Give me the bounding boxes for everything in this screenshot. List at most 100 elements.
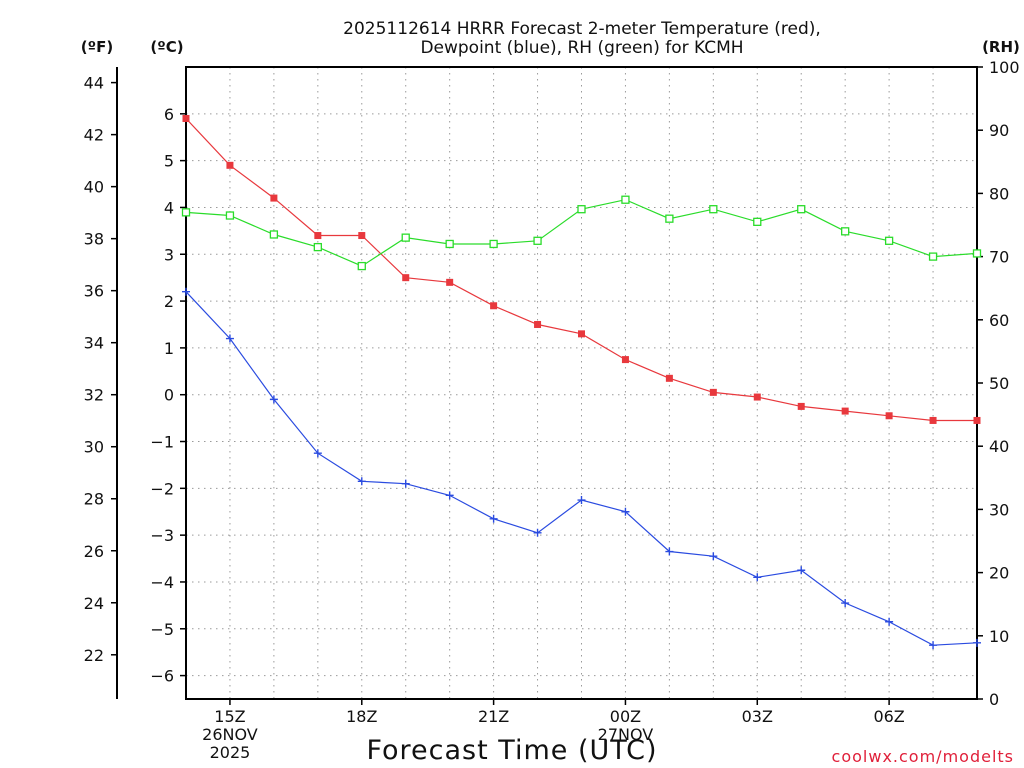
temperature-point [973, 416, 981, 424]
temperature-point [358, 232, 366, 240]
rh-point [533, 236, 542, 245]
rh-tick-label: 30 [989, 500, 1009, 519]
rh-tick-label: 40 [989, 437, 1009, 456]
x-tick-label: 18Z [346, 707, 377, 726]
fahrenheit-tick-label: 26 [84, 542, 104, 561]
rh-tick-label: 60 [989, 311, 1009, 330]
dewpoint-point [753, 573, 762, 582]
celsius-tick-label: −2 [150, 479, 174, 498]
x-tick-label: 21Z [478, 707, 509, 726]
celsius-tick-label: 6 [164, 105, 174, 124]
grid-lines [185, 67, 978, 699]
axes: −6−5−4−3−2−10123456222426283032343638404… [84, 58, 1020, 762]
fahrenheit-tick-label: 40 [84, 178, 104, 197]
rh-point [841, 227, 850, 236]
x-tick-label: 00Z [610, 707, 641, 726]
dewpoint-point [577, 496, 586, 505]
temperature-point [402, 274, 410, 282]
celsius-tick-label: 2 [164, 292, 174, 311]
celsius-unit-label: (ºC) [150, 38, 183, 56]
temperature-point [797, 402, 805, 410]
x-axis-title: Forecast Time (UTC) [366, 735, 657, 766]
dewpoint-point [533, 528, 542, 537]
rh-tick-label: 100 [989, 58, 1020, 77]
fahrenheit-tick-label: 38 [84, 230, 104, 249]
rh-point [621, 195, 630, 204]
rh-point [884, 236, 894, 245]
chart-title-line-2: Dewpoint (blue), RH (green) for KCMH [420, 38, 743, 58]
temperature-point [665, 374, 673, 382]
rh-point [313, 242, 322, 252]
rh-tick-label: 90 [989, 121, 1009, 140]
temperature-point [270, 194, 278, 202]
rh-point [225, 211, 235, 220]
rh-tick-label: 20 [989, 564, 1009, 583]
dewpoint-point [401, 479, 410, 488]
celsius-tick-label: 4 [164, 198, 174, 217]
dewpoint-point [841, 599, 850, 608]
celsius-tick-label: −4 [150, 573, 174, 592]
celsius-tick-label: −3 [150, 526, 174, 545]
dewpoint-point [313, 449, 322, 458]
rh-unit-label: (RH) [982, 38, 1020, 56]
dewpoint-series [182, 287, 981, 650]
x-tick-label: 26NOV [202, 725, 258, 744]
rh-point [357, 261, 366, 271]
celsius-tick-label: 0 [164, 386, 174, 405]
temperature-point [578, 330, 585, 338]
celsius-tick-label: −1 [150, 433, 174, 452]
temperature-point [841, 407, 849, 415]
fahrenheit-tick-label: 42 [84, 126, 104, 145]
chart-title-line-1: 2025112614 HRRR Forecast 2-meter Tempera… [343, 19, 821, 39]
fahrenheit-tick-label: 30 [84, 438, 104, 457]
fahrenheit-tick-label: 36 [84, 282, 104, 301]
dewpoint-point [929, 641, 938, 650]
rh-series [181, 195, 982, 271]
dewpoint-point [489, 514, 498, 523]
fahrenheit-tick-label: 24 [84, 594, 104, 613]
rh-point [401, 233, 410, 242]
rh-point [928, 252, 938, 261]
dewpoint-point [665, 547, 674, 556]
temperature-point [226, 161, 234, 169]
rh-point [445, 239, 454, 249]
dewpoint-point [225, 334, 234, 343]
dewpoint-point [621, 507, 630, 516]
rh-tick-label: 0 [989, 690, 999, 709]
celsius-tick-label: 1 [164, 339, 174, 358]
rh-point [577, 205, 586, 214]
temperature-point [929, 416, 937, 424]
celsius-tick-label: 5 [164, 152, 174, 171]
temperature-point [885, 412, 893, 420]
temperature-series [182, 114, 981, 424]
dewpoint-point [445, 491, 454, 500]
temperature-point [314, 232, 322, 240]
fahrenheit-tick-label: 28 [84, 490, 104, 509]
dewpoint-point [182, 287, 190, 296]
temperature-point [753, 393, 761, 401]
temperature-point [709, 388, 717, 396]
celsius-tick-label: 3 [164, 245, 174, 264]
temperature-point [490, 302, 498, 310]
x-tick-label: 03Z [742, 707, 773, 726]
rh-point [665, 214, 674, 223]
dewpoint-line [185, 291, 978, 646]
plot-frame [185, 66, 978, 700]
dewpoint-point [269, 395, 278, 404]
rh-point [972, 249, 982, 258]
dewpoint-point [709, 552, 718, 561]
x-tick-label: 27NOV [598, 725, 654, 744]
rh-point [269, 230, 279, 239]
fahrenheit-tick-label: 22 [84, 646, 104, 665]
rh-tick-label: 50 [989, 374, 1009, 393]
credit-text: coolwx.com/modelts [832, 747, 1014, 766]
temperature-point [182, 114, 190, 122]
rh-tick-label: 10 [989, 627, 1009, 646]
rh-tick-label: 80 [989, 184, 1009, 203]
x-tick-label: 2025 [210, 743, 251, 762]
dewpoint-point [973, 638, 981, 647]
temperature-point [534, 320, 542, 328]
x-tick-label: 15Z [214, 707, 245, 726]
fahrenheit-tick-label: 32 [84, 386, 104, 405]
